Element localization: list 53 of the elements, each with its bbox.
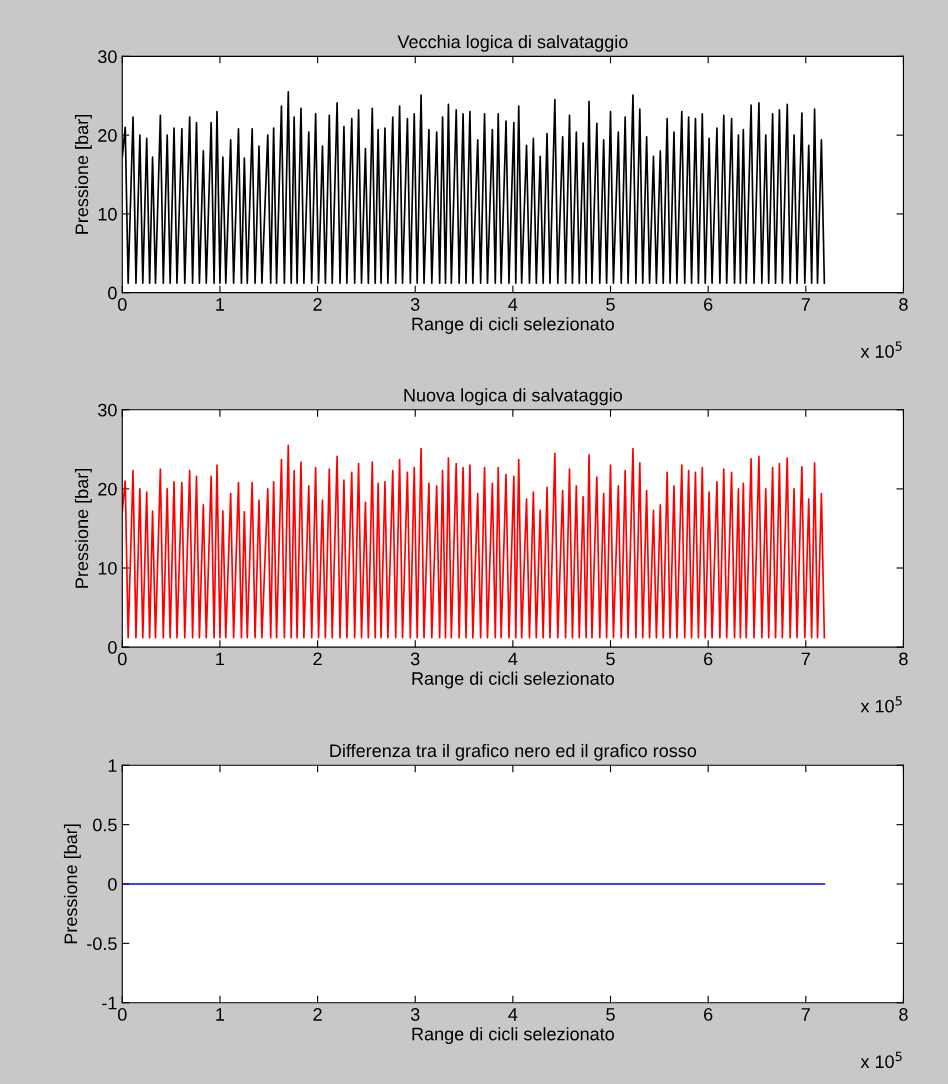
x-axis-title: Range di cicli selezionato [412, 317, 614, 334]
y-tick-label: 10 [98, 207, 117, 221]
y-tick-label: 20 [98, 482, 117, 496]
x-tick-label: 6 [704, 298, 713, 311]
x-tick-label: 3 [410, 652, 420, 666]
y-tick-label: 0 [108, 286, 117, 300]
x-tick-label: 3 [410, 298, 420, 311]
x-tick-label: 1 [216, 652, 225, 666]
x-tick-label: 8 [899, 298, 908, 311]
x-tick-label: 3 [410, 1008, 420, 1021]
x-tick-label: 6 [704, 652, 713, 666]
y-axis-title: Pressione [bar] [63, 824, 81, 944]
x-tick-label: 5 [606, 652, 615, 666]
chart-title: Differenza tra il grafico nero ed il grafico rosso [330, 743, 697, 761]
x-tick-label: 2 [313, 652, 322, 666]
y-tick-label: 20 [98, 129, 117, 142]
text: x 10$^{5}$ [860, 341, 902, 358]
x-tick-label: 0 [117, 298, 127, 311]
chart-title: Nuova logica di salvataggio [404, 388, 623, 406]
y-tick-label: -0.5 [87, 937, 117, 951]
chart-title: Vecchia logica di salvataggio [397, 34, 628, 52]
x-tick-label: 1 [216, 1008, 225, 1021]
x-axis-title: Range di cicli selezionato [412, 1027, 614, 1044]
y-axis-title: Pressione [bar] [74, 469, 92, 588]
y-tick-label: 0 [108, 877, 117, 891]
x-axis-title: Range di cicli selezionato [412, 671, 614, 689]
y-axis-title: Pressione [bar] [74, 115, 92, 234]
y-tick-label: -1 [102, 996, 117, 1010]
y-tick-label: 30 [98, 403, 117, 417]
x-tick-label: 4 [508, 298, 518, 311]
x-tick-label: 0 [117, 1008, 127, 1021]
x-tick-label: 2 [313, 1008, 322, 1021]
y-tick-label: 10 [98, 561, 117, 575]
y-tick-label: 0 [108, 641, 117, 654]
x-tick-label: 5 [606, 1008, 615, 1021]
x-tick-label: 4 [508, 652, 518, 666]
text: x 10$^{5}$ [860, 1051, 902, 1069]
x-tick-label: 8 [899, 652, 908, 666]
x-tick-label: 2 [313, 298, 322, 311]
x-tick-label: 6 [704, 1008, 713, 1021]
x-tick-label: 7 [801, 652, 810, 666]
y-tick-label: 0.5 [93, 818, 117, 832]
y-tick-label: 1 [108, 759, 117, 772]
x-tick-label: 0 [117, 652, 127, 666]
x-tick-label: 7 [801, 298, 810, 311]
y-tick-label: 30 [98, 50, 117, 64]
x-tick-label: 1 [216, 298, 225, 311]
x-tick-label: 5 [606, 298, 615, 311]
line-series [122, 444, 826, 639]
x-tick-label: 7 [801, 1008, 810, 1021]
text: x 10$^{5}$ [860, 696, 902, 713]
x-tick-label: 4 [508, 1008, 518, 1021]
x-tick-label: 8 [899, 1008, 908, 1021]
